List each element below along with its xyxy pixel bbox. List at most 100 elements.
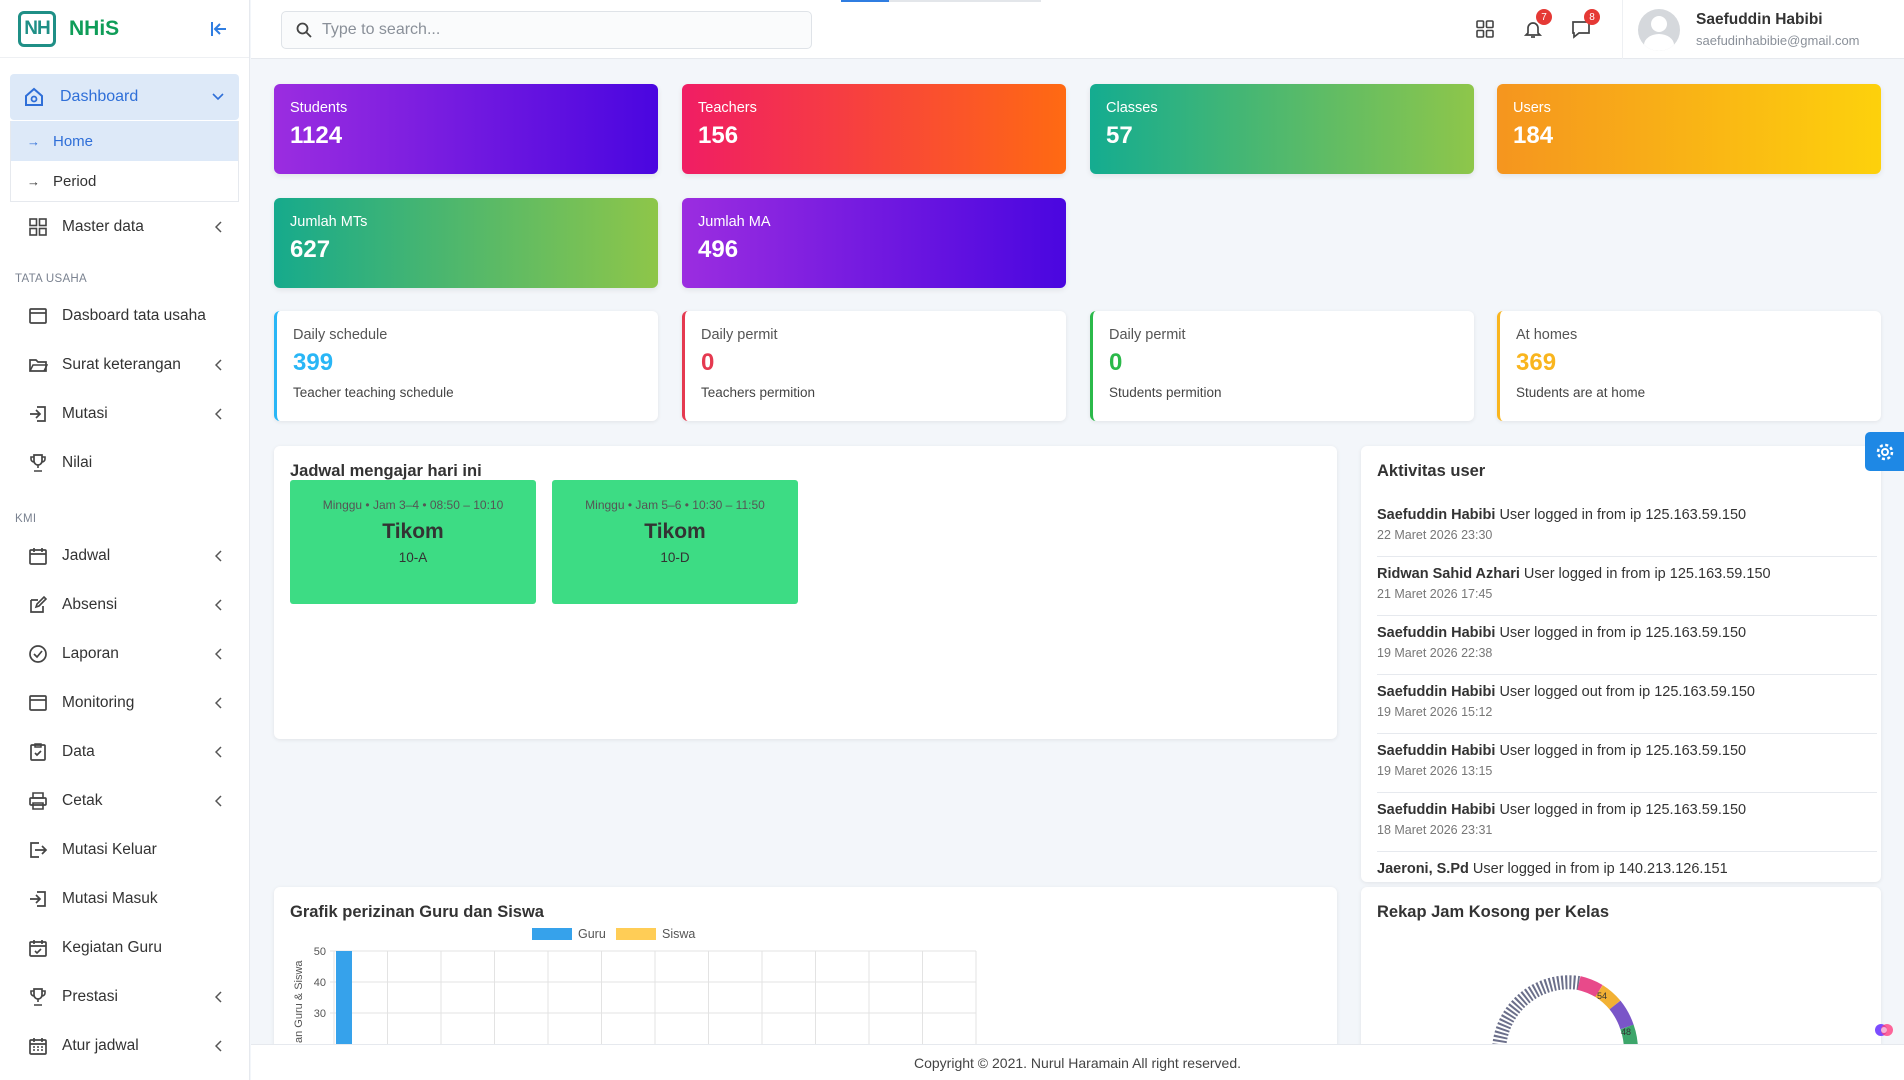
activity-user: Saefuddin Habibi (1377, 802, 1496, 818)
legend-item-siswa[interactable]: Siswa (616, 927, 695, 941)
assistant-icon[interactable] (1874, 1020, 1894, 1040)
stat-card-students[interactable]: Students 1124 (274, 84, 658, 174)
bell-icon (1523, 19, 1543, 39)
chevron-left-icon (215, 647, 223, 660)
tata-usaha-menu: Dasboard tata usaha Surat keterangan Mutas… (0, 291, 249, 487)
user-email: saefudinhabibie@gmail.com (1696, 33, 1860, 48)
info-card-daily-schedule[interactable]: Daily schedule 399 Teacher teaching sche… (274, 311, 658, 421)
trophy-icon (26, 987, 50, 1007)
sidebar-item-mutasi-masuk[interactable]: Mutasi Masuk (0, 874, 249, 923)
sidebar-item-surat-keterangan[interactable]: Surat keterangan (0, 340, 249, 389)
brand-name[interactable]: NHiS (69, 16, 120, 40)
sidebar-item-label: Master data (62, 217, 144, 235)
top-tab-indicator (841, 0, 1041, 2)
stat-card-jumlah-mts[interactable]: Jumlah MTs 627 (274, 198, 658, 288)
sidebar-item-mutasi-keluar[interactable]: Mutasi Keluar (0, 825, 249, 874)
collapse-sidebar-icon[interactable] (207, 17, 231, 41)
sidebar-item-dasboard-tata-usaha[interactable]: Dasboard tata usaha (0, 291, 249, 340)
sidebar-item-label: Mutasi (62, 404, 108, 422)
stat-card-users[interactable]: Users 184 (1497, 84, 1881, 174)
activity-time: 19 Maret 2026 13:15 (1377, 764, 1493, 778)
activity-item: Jaeroni, S.Pd User logged in from ip 140… (1377, 852, 1877, 882)
apps-icon[interactable] (1472, 16, 1498, 42)
chevron-left-icon (215, 1039, 223, 1052)
info-label: Daily permit (1109, 327, 1186, 343)
sidebar-item-period[interactable]: → Period (11, 161, 238, 201)
stat-value: 496 (698, 236, 739, 263)
info-subtext: Teachers permition (701, 385, 816, 400)
sidebar-item-kegiatan-guru[interactable]: Kegiatan Guru (0, 923, 249, 972)
activity-user: Saefuddin Habibi (1377, 743, 1496, 759)
rekap-chart: 54 48 (1492, 975, 1638, 1051)
activity-item: Saefuddin Habibi User logged in from ip … (1377, 616, 1877, 675)
sidebar-item-atur-jadwal[interactable]: Atur jadwal (0, 1021, 249, 1070)
search-box[interactable] (281, 11, 812, 49)
sign-out-icon (26, 840, 50, 860)
info-card-at-homes[interactable]: At homes 369 Students are at home (1497, 311, 1881, 421)
window-icon (26, 306, 50, 326)
legend-swatch (532, 928, 572, 940)
user-menu[interactable]: Saefuddin Habibi saefudinhabibie@gmail.c… (1622, 0, 1904, 59)
settings-button[interactable] (1865, 432, 1904, 471)
sign-in-icon (26, 889, 50, 909)
info-subtext: Students are at home (1516, 385, 1646, 400)
stat-value: 1124 (290, 122, 343, 149)
grid-icon (26, 217, 50, 236)
activity-item: Saefuddin Habibi User logged in from ip … (1377, 793, 1877, 852)
sidebar-item-nilai[interactable]: Nilai (0, 438, 249, 487)
gear-icon (1875, 442, 1895, 462)
schedule-meta: Minggu • Jam 5–6 • 10:30 – 11:50 (585, 498, 765, 512)
stat-value: 184 (1513, 122, 1554, 149)
notifications-button[interactable]: 7 (1520, 9, 1552, 42)
sidebar-item-mutasi[interactable]: Mutasi (0, 389, 249, 438)
stat-card-classes[interactable]: Classes 57 (1090, 84, 1474, 174)
permit-chart-card: Grafik perizinan Guru dan Siswa Guru Sis… (274, 887, 1337, 1057)
sidebar-item-dashboard[interactable]: Dashboard (10, 74, 239, 120)
schedule-card: Jadwal mengajar hari ini Minggu • Jam 3–… (274, 446, 1337, 739)
activity-card: Aktivitas user Saefuddin Habibi User log… (1361, 446, 1881, 882)
search-input[interactable] (322, 21, 792, 39)
dashboard-submenu: → Home → Period (10, 121, 239, 202)
stat-value: 156 (698, 122, 739, 149)
stat-card-teachers[interactable]: Teachers 156 (682, 84, 1066, 174)
sidebar-item-jadwal[interactable]: Jadwal (0, 531, 249, 580)
sidebar-item-label: Home (53, 132, 94, 150)
arrow-right-icon: → (27, 173, 40, 189)
sidebar-item-laporan[interactable]: Laporan (0, 629, 249, 678)
sidebar-item-master-data[interactable]: Master data (0, 202, 249, 251)
sidebar-item-label: Kegiatan Guru (62, 938, 162, 956)
schedule-item[interactable]: Minggu • Jam 5–6 • 10:30 – 11:50 Tikom 1… (552, 480, 798, 604)
sidebar-item-label: Jadwal (62, 546, 111, 564)
stat-value: 627 (290, 236, 331, 263)
info-subtext: Students permition (1109, 385, 1222, 400)
schedule-item[interactable]: Minggu • Jam 3–4 • 08:50 – 10:10 Tikom 1… (290, 480, 536, 604)
sidebar-item-label: Surat keterangan (62, 355, 181, 373)
sidebar-item-prestasi[interactable]: Prestasi (0, 972, 249, 1021)
sidebar-item-label: Mutasi Masuk (62, 889, 158, 907)
legend-label: Guru (578, 927, 606, 941)
y-tick-label: 50 (314, 946, 326, 958)
bar-guru[interactable] (336, 951, 352, 1057)
sidebar-item-cetak[interactable]: Cetak (0, 776, 249, 825)
sidebar-item-monitoring[interactable]: Monitoring (0, 678, 249, 727)
section-label: KMI (15, 513, 37, 525)
messages-button[interactable]: 8 (1568, 9, 1600, 42)
printer-icon (26, 791, 50, 811)
activity-user: Saefuddin Habibi (1377, 684, 1496, 700)
y-tick-label: 30 (314, 1008, 326, 1020)
activity-time: 22 Maret 2026 23:30 (1377, 528, 1493, 542)
sidebar-item-data[interactable]: Data (0, 727, 249, 776)
stat-label: Jumlah MTs (290, 214, 368, 230)
legend-item-guru[interactable]: Guru (532, 927, 606, 941)
info-card-teacher-permit[interactable]: Daily permit 0 Teachers permition (682, 311, 1066, 421)
logo[interactable]: NH (18, 10, 56, 47)
info-value: 399 (293, 349, 334, 376)
sidebar-item-home[interactable]: → Home (11, 121, 238, 161)
stat-card-jumlah-ma[interactable]: Jumlah MA 496 (682, 198, 1066, 288)
sidebar-item-absensi[interactable]: Absensi (0, 580, 249, 629)
legend-swatch (616, 928, 656, 940)
footer: Copyright © 2021. Nurul Haramain All rig… (251, 1044, 1904, 1080)
info-card-student-permit[interactable]: Daily permit 0 Students permition (1090, 311, 1474, 421)
sign-in-icon (26, 404, 50, 424)
kmi-menu: Jadwal Absensi Laporan Monitoring Data Cetak M… (0, 531, 249, 1070)
